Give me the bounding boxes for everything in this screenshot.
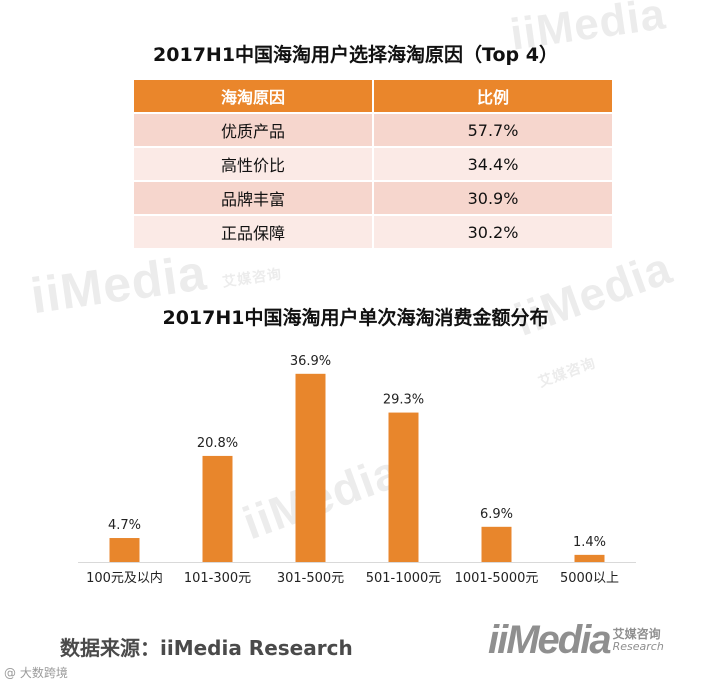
- value-label-6: 1.4%: [573, 535, 606, 550]
- bar-3: [295, 373, 326, 562]
- category-label-5: 1001-5000元: [455, 571, 539, 586]
- category-label-6: 5000以上: [560, 571, 619, 586]
- ratio-cell: 30.9%: [373, 180, 612, 215]
- reason-cell: 高性价比: [134, 146, 374, 181]
- weibo-mark: @ 大数跨境: [4, 666, 68, 680]
- table-row: 正品保障 30.2%: [134, 214, 612, 248]
- table-row: 高性价比 34.4%: [134, 146, 612, 181]
- value-label-5: 6.9%: [480, 507, 513, 522]
- header-ratio: 比例: [373, 80, 612, 113]
- table-header-row: 海淘原因 比例: [134, 80, 612, 113]
- value-label-2: 20.8%: [197, 436, 238, 451]
- table-title: 2017H1中国海淘用户选择海淘原因（Top 4）: [153, 44, 558, 66]
- category-label-3: 301-500元: [277, 571, 344, 586]
- value-label-1: 4.7%: [108, 518, 141, 533]
- bar-chart: 4.7% 100元及以内 20.8% 101-300元 36.9% 301-500元 29.…: [78, 354, 636, 586]
- category-label-2: 101-300元: [184, 571, 251, 586]
- bar-1: [109, 538, 140, 562]
- bar-2: [202, 455, 233, 562]
- reason-cell: 品牌丰富: [134, 180, 374, 215]
- ratio-cell: 30.2%: [373, 214, 612, 248]
- ratio-cell: 57.7%: [373, 112, 612, 147]
- value-label-4: 29.3%: [383, 393, 424, 408]
- ratio-cell: 34.4%: [373, 146, 612, 181]
- reason-cell: 正品保障: [134, 214, 374, 248]
- logo-en: Research: [612, 639, 664, 653]
- reasons-table: 海淘原因 比例 优质产品 57.7% 高性价比 34.4% 品牌丰富 30.9%…: [134, 80, 612, 248]
- table-row: 优质产品 57.7%: [134, 112, 612, 147]
- watermark-cn: 艾媒咨询: [221, 265, 283, 290]
- logo-text: iiMedia: [488, 618, 612, 662]
- logo-cn: 艾媒咨询: [612, 626, 661, 641]
- bar-6: [574, 554, 605, 562]
- table-row: 品牌丰富 30.9%: [134, 180, 612, 215]
- category-label-4: 501-1000元: [366, 571, 442, 586]
- chart-title: 2017H1中国海淘用户单次海淘消费金额分布: [162, 307, 549, 329]
- reason-cell: 优质产品: [134, 112, 374, 147]
- source-note: 数据来源：iiMedia Research: [60, 636, 353, 660]
- category-label-1: 100元及以内: [86, 570, 163, 586]
- bar-5: [481, 526, 512, 562]
- header-reason: 海淘原因: [134, 80, 374, 113]
- bar-4: [388, 412, 419, 562]
- value-label-3: 36.9%: [290, 354, 331, 369]
- iimedia-logo: iiMedia 艾媒咨询 Research: [488, 620, 664, 660]
